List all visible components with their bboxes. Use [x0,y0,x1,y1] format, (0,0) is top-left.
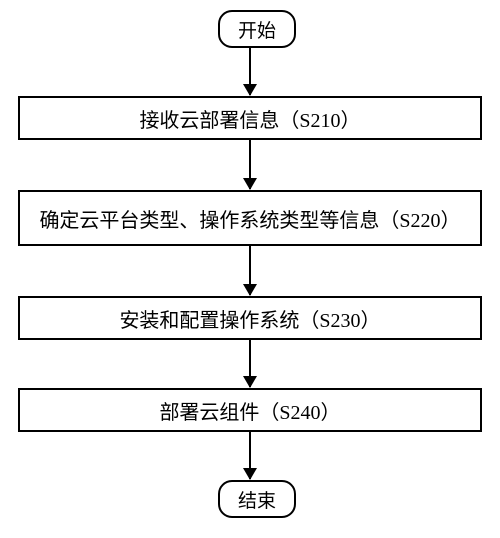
arrow-s240-end [249,432,251,479]
arrow-s220-s230 [249,246,251,295]
start-node: 开始 [218,10,296,48]
arrow-start-s210 [249,48,251,95]
flowchart-container: 开始 接收云部署信息（S210） 确定云平台类型、操作系统类型等信息（S220）… [0,0,500,538]
process-s240: 部署云组件（S240） [18,388,482,432]
process-s230: 安装和配置操作系统（S230） [18,296,482,340]
arrow-s230-s240 [249,340,251,387]
process-s220: 确定云平台类型、操作系统类型等信息（S220） [18,190,482,246]
process-s210: 接收云部署信息（S210） [18,96,482,140]
end-node: 结束 [218,480,296,518]
arrow-s210-s220 [249,140,251,189]
